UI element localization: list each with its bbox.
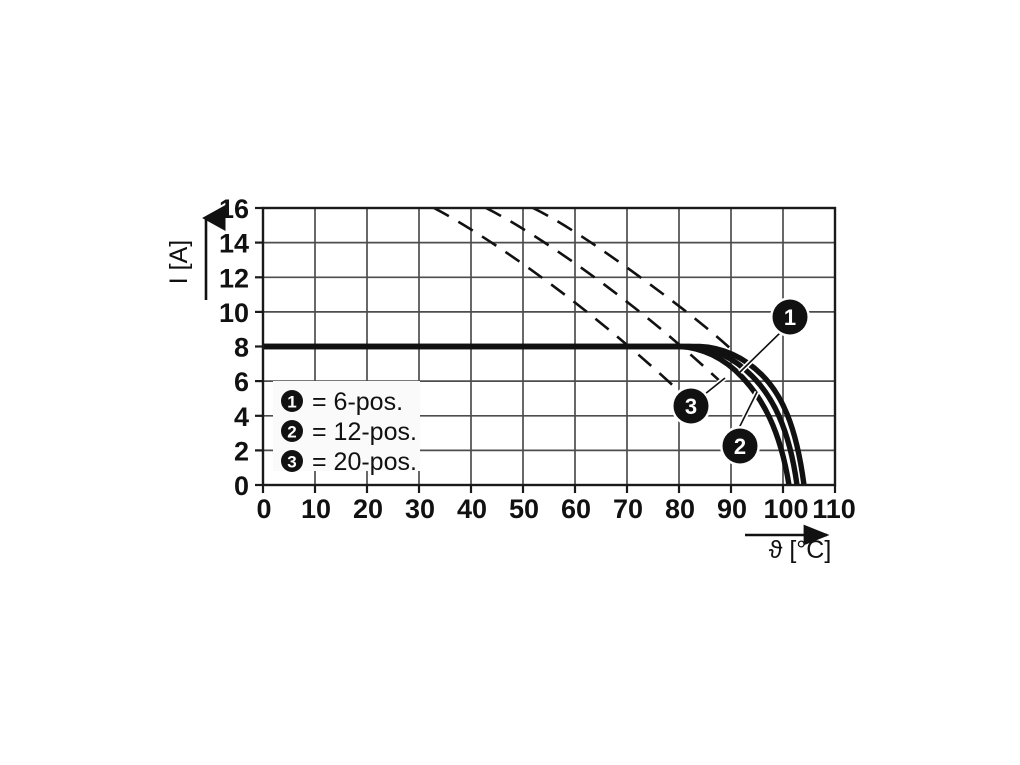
legend-row-20pos: 3 = 20-pos. xyxy=(281,448,417,476)
y-tick-label-6: 6 xyxy=(234,367,249,397)
x-tick-label-30: 30 xyxy=(405,494,435,524)
x-tick-label-40: 40 xyxy=(457,494,487,524)
legend-row-6pos: 1 = 6-pos. xyxy=(281,388,403,416)
leader-line-2 xyxy=(736,391,758,433)
callout-bubble-2: 2 xyxy=(720,426,760,466)
y-axis-ticks xyxy=(255,206,263,487)
y-tick-label-4: 4 xyxy=(234,402,249,432)
y-tick-label-8: 8 xyxy=(234,333,249,363)
y-tick-label-10: 10 xyxy=(219,298,249,328)
y-axis-title-group: I [A] xyxy=(165,205,226,300)
x-tick-label-100: 100 xyxy=(763,494,808,524)
x-tick-label-60: 60 xyxy=(561,494,591,524)
legend-label-12pos: = 12-pos. xyxy=(312,418,417,446)
x-tick-label-0: 0 xyxy=(256,494,271,524)
solid-curve-12pos xyxy=(263,343,800,485)
x-axis-ticks xyxy=(261,485,837,493)
x-tick-label-90: 90 xyxy=(717,494,747,524)
dashed-curve-6pos xyxy=(532,208,732,350)
x-tick-label-70: 70 xyxy=(613,494,643,524)
x-axis-title-group: ϑ [°C] xyxy=(745,524,832,564)
y-tick-label-12: 12 xyxy=(219,263,249,293)
x-tick-label-80: 80 xyxy=(665,494,695,524)
y-tick-label-0: 0 xyxy=(234,471,249,501)
callout-2-number: 2 xyxy=(734,434,746,459)
callout-bubbles: 1 3 2 xyxy=(671,297,810,466)
x-tick-label-50: 50 xyxy=(509,494,539,524)
chart-legend: 1 = 6-pos. 2 = 12-pos. 3 = 20-pos. xyxy=(273,381,420,476)
legend-marker-2-number: 2 xyxy=(287,423,296,442)
legend-row-12pos: 2 = 12-pos. xyxy=(281,418,417,446)
legend-marker-3-number: 3 xyxy=(287,453,296,472)
solid-curve-20pos xyxy=(263,343,792,485)
y-tick-label-2: 2 xyxy=(234,436,249,466)
y-axis-tick-labels: 16 14 12 10 8 6 4 2 0 xyxy=(219,194,249,501)
legend-marker-1-icon xyxy=(281,390,303,412)
solid-curve-6pos xyxy=(263,343,807,485)
callout-1-number: 1 xyxy=(784,305,796,330)
dashed-curve-20pos xyxy=(433,208,699,410)
legend-marker-1-number: 1 xyxy=(287,393,296,412)
legend-marker-2-icon xyxy=(281,420,303,442)
y-axis-title: I [A] xyxy=(165,240,193,284)
x-axis-title: ϑ [°C] xyxy=(769,536,832,564)
callout-2-icon xyxy=(722,428,758,464)
x-axis-tick-labels: 0 10 20 30 40 50 60 70 80 90 100 110 xyxy=(256,494,855,524)
x-tick-label-10: 10 xyxy=(301,494,331,524)
solid-curves-group xyxy=(263,343,807,485)
callout-leader-lines xyxy=(698,328,785,434)
legend-marker-3-icon xyxy=(281,450,303,472)
leader-line-1 xyxy=(739,329,784,373)
dashed-curves-group xyxy=(433,208,732,410)
legend-label-20pos: = 20-pos. xyxy=(312,448,417,476)
callout-1-icon xyxy=(772,299,808,335)
y-tick-label-16: 16 xyxy=(219,194,249,224)
x-tick-label-20: 20 xyxy=(353,494,383,524)
callout-3-number: 3 xyxy=(685,394,697,419)
x-tick-label-110: 110 xyxy=(812,494,856,524)
dashed-curve-12pos xyxy=(485,208,723,384)
callout-bubble-1: 1 xyxy=(770,297,810,337)
y-tick-label-14: 14 xyxy=(219,229,249,259)
legend-label-6pos: = 6-pos. xyxy=(312,388,403,416)
callout-3-icon xyxy=(673,388,709,424)
callout-bubble-3: 3 xyxy=(671,386,711,426)
